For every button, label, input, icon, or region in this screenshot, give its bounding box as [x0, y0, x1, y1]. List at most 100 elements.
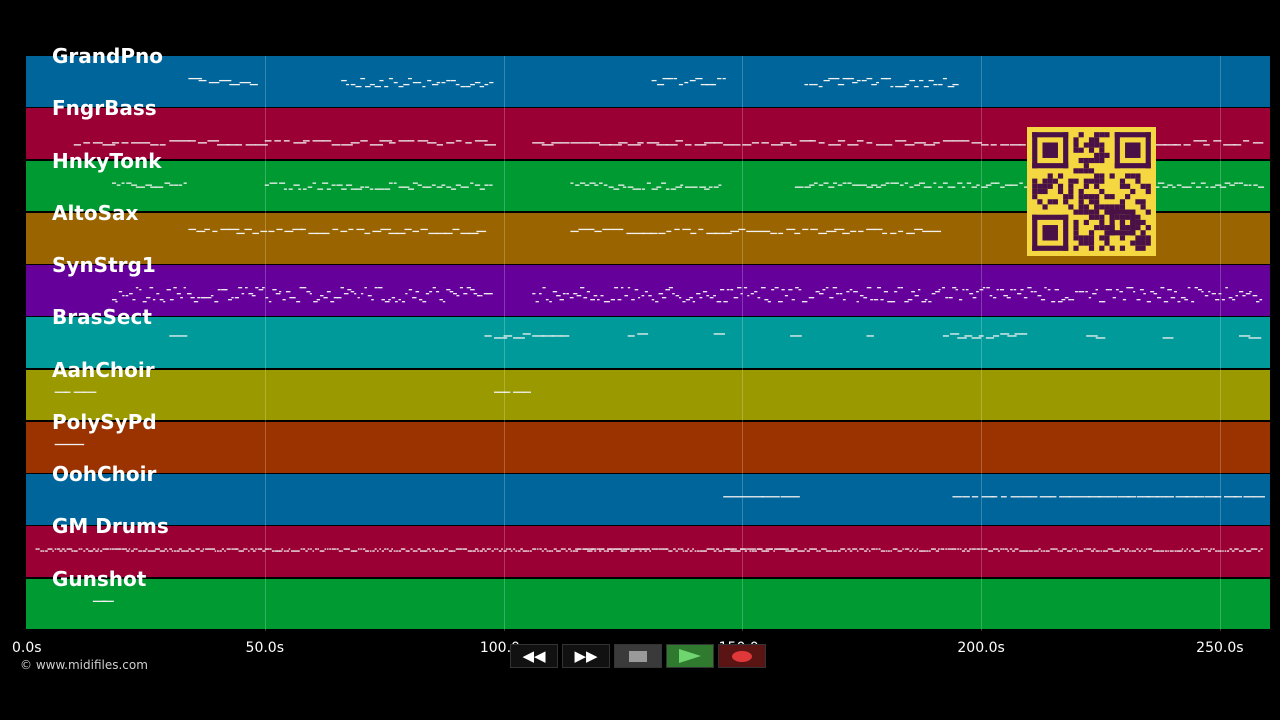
qr-module	[1073, 142, 1079, 148]
qr-module	[1042, 183, 1048, 189]
qr-module	[1042, 188, 1048, 195]
qr-module	[1073, 225, 1079, 231]
qr-module	[1114, 214, 1120, 220]
fast-forward-icon: ▶▶	[574, 647, 598, 665]
qr-module	[1099, 173, 1105, 179]
qr-module	[1083, 163, 1089, 169]
qr-module	[1109, 245, 1115, 251]
qr-module	[1032, 178, 1038, 184]
stop-button[interactable]	[614, 644, 662, 668]
track-lane: PolySyPd	[26, 410, 1270, 473]
qr-module	[1073, 168, 1079, 174]
qr-module	[1104, 132, 1110, 138]
fast-forward-button[interactable]: ▶▶	[562, 644, 610, 668]
qr-module	[1140, 199, 1146, 205]
qr-module	[1094, 199, 1100, 205]
qr-module	[1073, 235, 1079, 241]
qr-module	[1078, 168, 1084, 174]
track-lane: SynStrg1	[26, 253, 1270, 316]
qr-module	[1088, 214, 1095, 220]
qr-module	[1119, 183, 1126, 189]
qr-module	[1104, 194, 1110, 200]
rewind-button[interactable]: ◀◀	[510, 644, 558, 668]
track-lane: GM Drums	[26, 514, 1270, 578]
qr-module	[1135, 240, 1141, 246]
qr-module	[1042, 178, 1048, 184]
qr-module	[1104, 209, 1110, 215]
qr-module	[1135, 225, 1141, 231]
qr-module	[1032, 132, 1038, 169]
qr-module	[1099, 178, 1105, 184]
qr-module	[1125, 173, 1131, 179]
track-name: AltoSax	[52, 200, 139, 225]
track-lane: AahChoir	[26, 358, 1270, 421]
qr-module	[1145, 183, 1151, 189]
qr-module	[1135, 245, 1141, 251]
qr-module	[1104, 230, 1110, 236]
qr-module	[1135, 199, 1141, 205]
qr-module	[1119, 204, 1126, 210]
qr-code	[1027, 127, 1156, 256]
qr-module	[1104, 204, 1110, 210]
qr-module	[1145, 132, 1151, 169]
qr-module	[1099, 245, 1105, 251]
track-name: AahChoir	[52, 357, 155, 382]
qr-module	[1073, 147, 1079, 153]
qr-module	[1083, 240, 1089, 246]
copyright-text: © www.midifiles.com	[20, 658, 148, 672]
qr-module	[1078, 188, 1084, 195]
qr-module	[1032, 194, 1038, 200]
qr-module	[1094, 157, 1100, 164]
qr-module	[1094, 137, 1100, 143]
qr-module	[1140, 235, 1146, 241]
qr-module	[1125, 225, 1131, 231]
qr-module	[1099, 147, 1105, 153]
record-button[interactable]	[718, 644, 766, 668]
qr-module	[1073, 245, 1079, 251]
qr-module	[1125, 142, 1141, 158]
qr-module	[1078, 240, 1084, 246]
qr-module	[1078, 147, 1084, 153]
track-lane: Gunshot	[26, 567, 1270, 630]
qr-module	[1094, 194, 1100, 200]
qr-module	[1078, 157, 1084, 164]
qr-module	[1078, 209, 1084, 215]
qr-module	[1114, 163, 1151, 169]
stop-icon	[629, 650, 647, 662]
qr-module	[1073, 219, 1079, 226]
time-tick-label: 200.0s	[957, 640, 1005, 656]
qr-module	[1119, 225, 1126, 231]
qr-module	[1088, 209, 1095, 215]
qr-module	[1119, 235, 1126, 241]
qr-module	[1094, 214, 1100, 220]
qr-module	[1083, 183, 1089, 189]
qr-module	[1032, 214, 1038, 251]
qr-module	[1094, 225, 1100, 231]
qr-module	[1130, 188, 1136, 195]
time-tick-label: 0.0s	[12, 640, 42, 656]
qr-module	[1057, 183, 1064, 189]
play-button[interactable]	[666, 644, 714, 668]
qr-module	[1119, 214, 1126, 220]
qr-module	[1068, 178, 1074, 184]
qr-module	[1088, 178, 1095, 184]
track-name: GM Drums	[52, 514, 169, 539]
qr-module	[1073, 178, 1079, 184]
qr-module	[1088, 168, 1095, 174]
qr-module	[1088, 235, 1095, 241]
qr-module	[1119, 219, 1126, 226]
qr-module	[1063, 194, 1069, 200]
qr-module	[1083, 168, 1089, 174]
qr-module	[1140, 230, 1146, 236]
qr-module	[1109, 209, 1136, 215]
qr-module	[1032, 245, 1069, 251]
qr-module	[1099, 204, 1105, 210]
qr-module	[1119, 245, 1126, 251]
qr-module	[1088, 245, 1095, 251]
qr-module	[1088, 137, 1095, 143]
qr-module	[1094, 204, 1100, 210]
qr-module	[1068, 188, 1074, 195]
qr-module	[1094, 209, 1100, 215]
qr-module	[1037, 183, 1043, 189]
qr-module	[1083, 142, 1089, 148]
